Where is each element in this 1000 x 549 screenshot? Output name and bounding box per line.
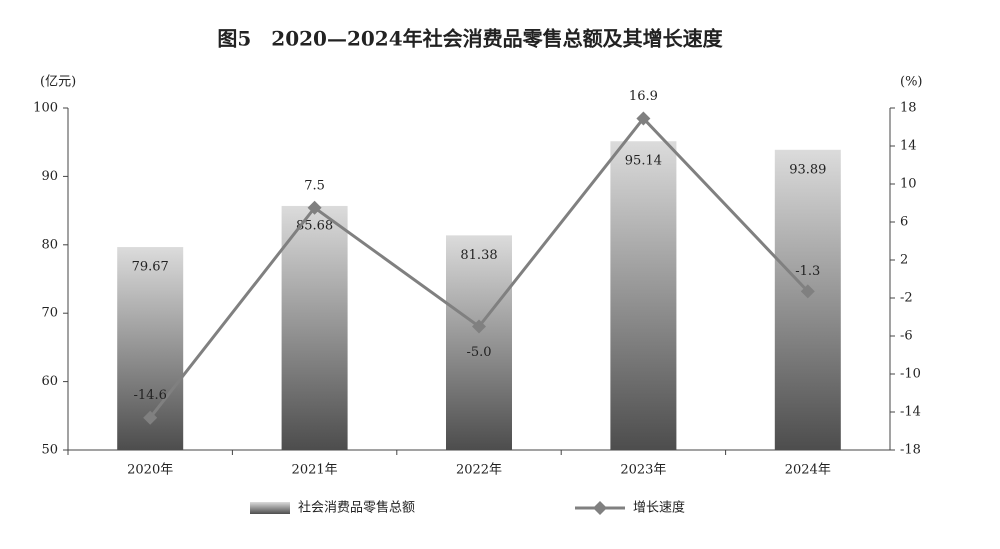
growth-marker [636,111,651,126]
bar [610,141,677,450]
line-value-label: 16.9 [629,89,658,104]
bar [281,205,348,450]
x-tick-label: 2024年 [785,463,831,478]
bar-value-label: 81.38 [460,248,497,263]
line-value-label: 7.5 [304,178,325,193]
y-tick-label: 100 [33,101,58,116]
line-value-label: -14.6 [134,388,167,403]
growth-marker [800,284,815,299]
growth-marker [143,410,158,425]
legend-label: 增长速度 [633,500,685,516]
legend-label: 社会消费品零售总额 [298,500,415,516]
y-axis-label: (亿元) [40,75,76,90]
bar [774,149,841,450]
y2-tick-label: -18 [900,443,921,458]
bar-value-label: 93.89 [789,162,826,177]
bar-value-label: 85.68 [296,218,333,233]
y2-tick-label: 14 [900,139,917,154]
y2-axis-label: (%) [900,75,923,90]
legend-swatch [250,502,290,514]
growth-marker [472,319,486,334]
y2-tick-label: 6 [900,215,908,230]
bar [446,235,512,450]
y2-tick-label: -2 [900,291,913,306]
y2-tick-label: -10 [900,367,921,382]
y2-tick-label: 2 [900,253,908,268]
y2-tick-label: 18 [900,101,917,116]
y2-tick-label: -14 [900,405,921,420]
bar-value-label: 79.67 [132,260,169,275]
x-tick-label: 2023年 [620,463,666,478]
x-tick-label: 2020年 [127,463,173,478]
y-tick-label: 80 [41,237,58,252]
y2-tick-label: -6 [900,329,913,344]
y2-tick-label: 10 [900,177,917,192]
legend-marker [593,501,607,515]
y-tick-label: 70 [41,306,58,321]
x-tick-label: 2022年 [456,463,502,478]
line-value-label: -1.3 [795,264,820,279]
growth-marker [307,200,322,215]
line-value-label: -5.0 [466,345,491,360]
y-tick-label: 90 [41,169,58,184]
x-tick-label: 2021年 [292,463,338,478]
bar-value-label: 95.14 [625,154,662,169]
y-tick-label: 50 [41,443,58,458]
chart-title: 图5 2020—2024年社会消费品零售总额及其增长速度 [217,27,723,51]
y-tick-label: 60 [41,374,58,389]
